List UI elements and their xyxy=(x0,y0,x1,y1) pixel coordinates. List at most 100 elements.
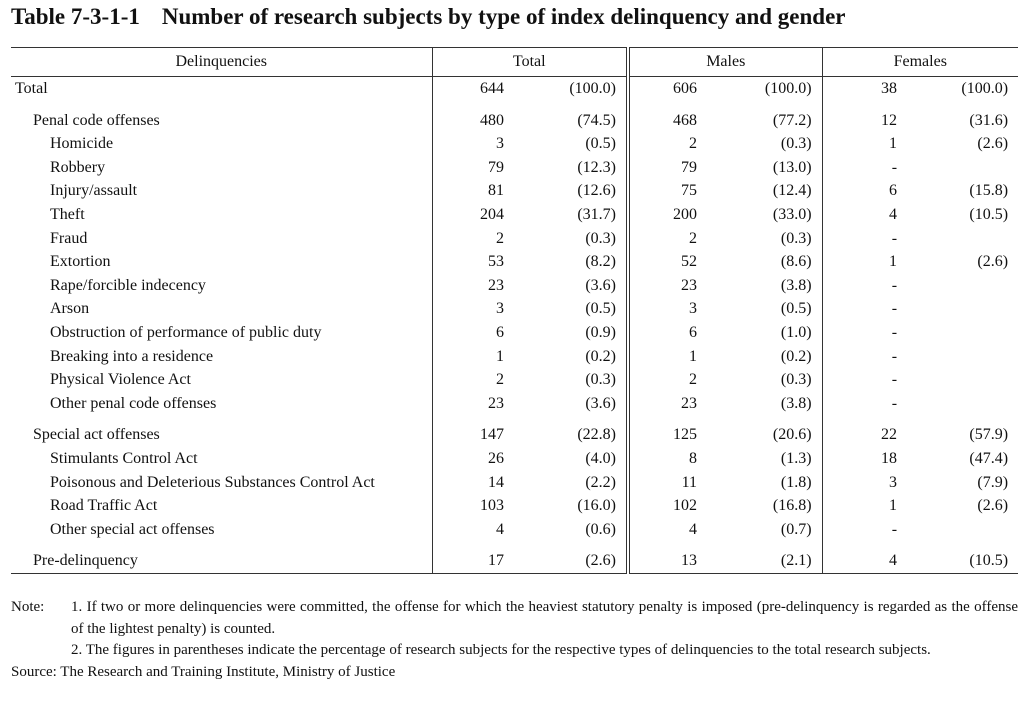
cell-total: 23 xyxy=(431,391,514,416)
cell-males-pct: (3.8) xyxy=(780,394,812,412)
table-number: Table 7-3-1-1 xyxy=(11,4,140,29)
cell-males-pct: (77.2) xyxy=(772,111,812,129)
cell-females: 12 xyxy=(821,108,908,133)
cell-total: 3 xyxy=(431,132,514,156)
cell-total-pct: (0.5) xyxy=(585,135,616,153)
cell-females: 4 xyxy=(821,202,908,227)
cell-total: 53 xyxy=(431,250,514,274)
cell-females-pct: (2.6) xyxy=(977,253,1009,271)
cell-total: 644 xyxy=(431,76,514,101)
cell-males-pct: (1.3) xyxy=(780,449,812,467)
cell-males-pct: (0.3) xyxy=(780,229,812,247)
cell-males: 23 xyxy=(626,391,707,416)
cell-total: 204 xyxy=(431,202,514,227)
row-label: Rape/forcible indecency xyxy=(50,276,206,294)
row-label: Theft xyxy=(50,205,85,223)
spacer-row xyxy=(11,100,1018,109)
cell-females-pct xyxy=(907,518,1018,542)
cell-total-pct: (3.6) xyxy=(585,394,616,412)
table-row: Poisonous and Deleterious Substances Con… xyxy=(11,470,1018,495)
cell-total-pct: (0.3) xyxy=(585,229,616,247)
cell-males-pct: (12.4) xyxy=(772,182,812,200)
cell-total: 81 xyxy=(431,179,514,203)
cell-total: 26 xyxy=(431,446,514,471)
cell-females-pct xyxy=(907,392,1018,416)
cell-males: 11 xyxy=(626,470,707,495)
cell-males-pct: (3.8) xyxy=(780,276,812,294)
cell-total-pct: (0.6) xyxy=(585,520,616,538)
cell-total-pct: (0.2) xyxy=(585,347,616,365)
cell-total: 6 xyxy=(431,320,514,345)
col-header-delinquencies: Delinquencies xyxy=(11,47,432,77)
cell-males: 75 xyxy=(626,179,707,203)
table-row: Robbery 79 (12.3) 79 (13.0) - xyxy=(11,155,1018,180)
cell-females: 6 xyxy=(821,179,908,203)
cell-males: 2 xyxy=(626,226,707,251)
cell-females-pct: (2.6) xyxy=(977,135,1009,153)
cell-females: - xyxy=(821,320,908,345)
cell-total-pct: (3.6) xyxy=(585,276,616,294)
cell-females-pct: (100.0) xyxy=(961,80,1009,97)
cell-females-pct: (7.9) xyxy=(977,473,1009,491)
cell-females-pct xyxy=(907,368,1018,392)
cell-total-pct: (100.0) xyxy=(569,80,616,97)
cell-females: - xyxy=(821,297,908,321)
cell-females-pct xyxy=(907,321,1018,345)
cell-males: 4 xyxy=(626,517,707,542)
cell-total-pct: (2.2) xyxy=(585,473,616,491)
cell-males: 79 xyxy=(626,155,707,180)
cell-total: 79 xyxy=(431,155,514,180)
table-body: Total 644 (100.0) 606 (100.0) 38 (100.0) Penal … xyxy=(11,76,1019,574)
cell-females: 18 xyxy=(821,446,908,471)
cell-total: 17 xyxy=(431,549,514,574)
cell-females-pct xyxy=(907,274,1018,298)
cell-males-pct: (2.1) xyxy=(707,549,823,574)
cell-males: 8 xyxy=(626,446,707,471)
row-label: Pre-delinquency xyxy=(11,549,432,574)
cell-males: 52 xyxy=(626,250,707,274)
table-row: Extortion 53 (8.2) 52 (8.6) 1 (2.6) xyxy=(11,250,1018,274)
cell-total: 14 xyxy=(431,470,514,495)
cell-females-pct: (31.6) xyxy=(969,111,1009,129)
cell-males-pct: (0.7) xyxy=(780,520,812,538)
cell-total: 4 xyxy=(431,517,514,542)
row-label: Breaking into a residence xyxy=(50,347,214,365)
cell-females: 4 xyxy=(821,549,908,574)
col-header-females: Females xyxy=(821,47,1019,77)
notes: Note: 1. If two or more delinquencies we… xyxy=(11,597,1018,683)
cell-males-pct: (100.0) xyxy=(764,80,812,97)
table-row: Fraud 2 (0.3) 2 (0.3) - xyxy=(11,226,1018,251)
row-label: Fraud xyxy=(50,229,88,247)
cell-males: 468 xyxy=(626,108,707,133)
cell-females-pct xyxy=(907,227,1018,251)
cell-females: - xyxy=(821,226,908,251)
cell-total-pct: (16.0) xyxy=(577,497,616,515)
cell-males-pct: (0.2) xyxy=(780,347,812,365)
cell-females-pct: (10.5) xyxy=(907,549,1019,574)
cell-females: 1 xyxy=(821,250,908,274)
cell-total-pct: (4.0) xyxy=(585,449,616,467)
cell-males: 125 xyxy=(626,423,707,447)
cell-males: 2 xyxy=(626,132,707,156)
cell-males-pct: (1.0) xyxy=(780,323,812,341)
row-label: Obstruction of performance of public dut… xyxy=(50,323,322,341)
cell-males-pct: (16.8) xyxy=(772,497,812,515)
table-row: Penal code offenses 480 (74.5) 468 (77.2) 12 (… xyxy=(11,108,1018,133)
cell-males-pct: (0.3) xyxy=(780,371,812,389)
row-label: Stimulants Control Act xyxy=(50,449,198,467)
cell-total: 103 xyxy=(431,494,514,518)
row-label: Total xyxy=(15,80,48,97)
cell-males: 23 xyxy=(626,273,707,298)
spacer-row xyxy=(11,415,1018,424)
cell-females-pct: (47.4) xyxy=(969,449,1009,467)
note-label: Note: xyxy=(11,599,45,615)
cell-total-pct: (0.5) xyxy=(585,300,616,318)
cell-females: 22 xyxy=(821,423,908,447)
table-row: Total 644 (100.0) 606 (100.0) 38 (100.0) xyxy=(11,76,1018,101)
cell-females-pct xyxy=(907,345,1018,369)
cell-total-pct: (0.9) xyxy=(585,323,616,341)
table-title-text: Number of research subjects by type of i… xyxy=(161,4,846,29)
cell-males-pct: (13.0) xyxy=(772,158,812,176)
row-label: Other penal code offenses xyxy=(50,394,217,412)
row-label: Extortion xyxy=(50,253,111,271)
